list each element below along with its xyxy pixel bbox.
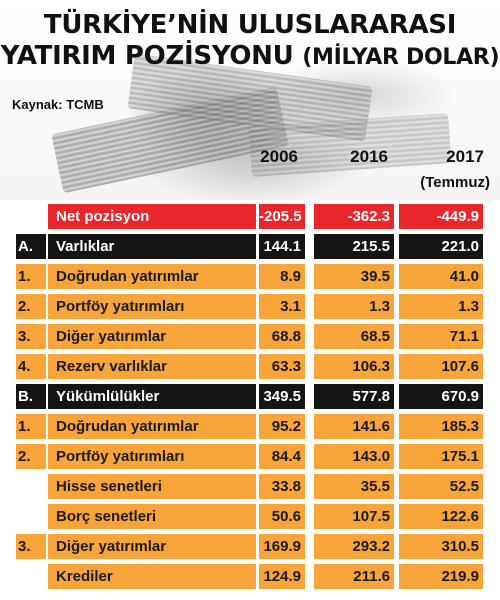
- value-2006: 33.8: [259, 474, 305, 499]
- value-2017: 185.3: [399, 414, 483, 439]
- row-label: Yükümlülükler: [48, 384, 256, 409]
- value-2016: 68.5: [314, 324, 394, 349]
- row-label: Portföy yatırımları: [48, 294, 256, 319]
- value-2016: 577.8: [314, 384, 394, 409]
- value-2016: 35.5: [314, 474, 394, 499]
- row-label: Doğrudan yatırımlar: [48, 264, 256, 289]
- value-2017: 122.6: [399, 504, 483, 529]
- row-number: 2.: [16, 444, 46, 469]
- table-row: 1. Doğrudan yatırımlar 95.2 141.6 185.3: [0, 414, 500, 439]
- page-title: TÜRKİYE’NİN ULUSLARARASI YATIRIM POZİSYO…: [0, 10, 500, 73]
- source-note: Kaynak: TCMB: [12, 97, 104, 112]
- value-2006: 8.9: [259, 264, 305, 289]
- value-2017: 107.6: [399, 354, 483, 379]
- value-2006: 169.9: [259, 534, 305, 559]
- value-2017: 219.9: [399, 564, 483, 589]
- row-number: [16, 564, 46, 589]
- table-row: Net pozisyon -205.5 -362.3 -449.9: [0, 204, 500, 229]
- row-number: 1.: [16, 414, 46, 439]
- row-label: Krediler: [48, 564, 256, 589]
- row-label: Borç senetleri: [48, 504, 256, 529]
- value-2017: 175.1: [399, 444, 483, 469]
- table-row: 4. Rezerv varlıklar 63.3 106.3 107.6: [0, 354, 500, 379]
- row-number: 1.: [16, 264, 46, 289]
- row-label: Diğer yatırımlar: [48, 324, 256, 349]
- row-number: 4.: [16, 354, 46, 379]
- value-2016: 39.5: [314, 264, 394, 289]
- value-2006: 68.8: [259, 324, 305, 349]
- row-number: [16, 474, 46, 499]
- table-row: B. Yükümlülükler 349.5 577.8 670.9: [0, 384, 500, 409]
- title-main: YATIRIM POZİSYONU: [0, 41, 294, 71]
- column-header-2017-note: (Temmuz): [420, 174, 490, 191]
- value-2006: 84.4: [259, 444, 305, 469]
- value-2016: 293.2: [314, 534, 394, 559]
- row-number: A.: [16, 234, 46, 259]
- value-2006: 63.3: [259, 354, 305, 379]
- value-2016: 141.6: [314, 414, 394, 439]
- table-row: 3. Diğer yatırımlar 68.8 68.5 71.1: [0, 324, 500, 349]
- title-unit: (MİLYAR DOLAR): [302, 45, 500, 70]
- table-row: 2. Portföy yatırımları 84.4 143.0 175.1: [0, 444, 500, 469]
- value-2016: -362.3: [314, 204, 394, 229]
- table-row: 3. Diğer yatırımlar 169.9 293.2 310.5: [0, 534, 500, 559]
- money-stack-photo: [0, 0, 500, 200]
- row-number: 2.: [16, 294, 46, 319]
- value-2016: 107.5: [314, 504, 394, 529]
- value-2017: -449.9: [399, 204, 483, 229]
- value-2016: 1.3: [314, 294, 394, 319]
- value-2017: 1.3: [399, 294, 483, 319]
- row-number: [16, 204, 46, 229]
- column-header-2006: 2006: [260, 147, 298, 166]
- value-2016: 106.3: [314, 354, 394, 379]
- row-label: Hisse senetleri: [48, 474, 256, 499]
- value-2006: -205.5: [259, 204, 305, 229]
- value-2016: 143.0: [314, 444, 394, 469]
- table-row: Borç senetleri 50.6 107.5 122.6: [0, 504, 500, 529]
- value-2017: 310.5: [399, 534, 483, 559]
- value-2017: 71.1: [399, 324, 483, 349]
- value-2017: 52.5: [399, 474, 483, 499]
- table-row: A. Varlıklar 144.1 215.5 221.0: [0, 234, 500, 259]
- column-header-2017: 2017: [446, 147, 484, 166]
- row-label: Rezerv varlıklar: [48, 354, 256, 379]
- table-row: Krediler 124.9 211.6 219.9: [0, 564, 500, 589]
- row-label: Net pozisyon: [48, 204, 256, 229]
- row-number: 3.: [16, 324, 46, 349]
- table-row: 2. Portföy yatırımları 3.1 1.3 1.3: [0, 294, 500, 319]
- table-row: Hisse senetleri 33.8 35.5 52.5: [0, 474, 500, 499]
- value-2017: 670.9: [399, 384, 483, 409]
- value-2006: 144.1: [259, 234, 305, 259]
- value-2006: 124.9: [259, 564, 305, 589]
- value-2006: 50.6: [259, 504, 305, 529]
- value-2017: 221.0: [399, 234, 483, 259]
- row-label: Portföy yatırımları: [48, 444, 256, 469]
- title-line-2: YATIRIM POZİSYONU (MİLYAR DOLAR): [0, 41, 500, 73]
- value-2006: 95.2: [259, 414, 305, 439]
- column-header-2016: 2016: [350, 147, 388, 166]
- row-number: 3.: [16, 534, 46, 559]
- row-label: Doğrudan yatırımlar: [48, 414, 256, 439]
- row-label: Diğer yatırımlar: [48, 534, 256, 559]
- title-line-1: TÜRKİYE’NİN ULUSLARARASI: [43, 10, 457, 40]
- value-2017: 41.0: [399, 264, 483, 289]
- row-number: [16, 504, 46, 529]
- value-2006: 3.1: [259, 294, 305, 319]
- table-row: 1. Doğrudan yatırımlar 8.9 39.5 41.0: [0, 264, 500, 289]
- value-2006: 349.5: [259, 384, 305, 409]
- value-2016: 215.5: [314, 234, 394, 259]
- row-number: B.: [16, 384, 46, 409]
- row-label: Varlıklar: [48, 234, 256, 259]
- value-2016: 211.6: [314, 564, 394, 589]
